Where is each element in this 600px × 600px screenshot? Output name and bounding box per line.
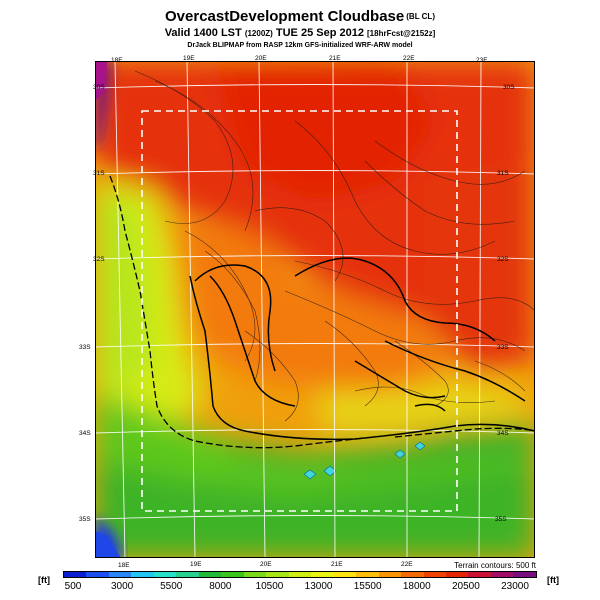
map-frame [95,61,535,558]
color-swatch [64,572,87,577]
bottom-lon-label: 21E [331,561,343,568]
top-lon-label: 23E [476,57,488,64]
right-lat-label: 30S [503,84,515,91]
top-lon-label: 22E [403,55,415,62]
left-lat-label: 30S [93,84,105,91]
unit-left: [ft] [38,575,50,585]
color-swatch [513,572,536,577]
forecast-tag: [18hrFcst@2152z] [367,29,436,38]
left-lat-label: 34S [79,430,91,437]
color-scale-bar [63,571,537,578]
bottom-lon-label: 20E [260,561,272,568]
color-swatch [288,572,312,577]
map-canvas [94,60,536,559]
color-swatch [198,572,222,577]
color-scale-label: 8000 [209,581,232,592]
top-lon-label: 21E [329,55,341,62]
color-scale-label: 15500 [353,581,382,592]
color-swatch [311,572,334,577]
color-swatch [131,572,154,577]
color-swatch [153,572,177,577]
right-lat-label: 35S [495,516,507,523]
terrain-note: Terrain contours: 500 ft [454,561,536,570]
utc-time: (1200Z) [244,29,273,38]
terrain-contours [189,257,536,441]
color-swatch [176,572,199,577]
color-swatch [243,572,267,577]
color-swatch [356,572,379,577]
color-swatch [266,572,289,577]
graticule [94,60,536,559]
color-scale-label: 18000 [402,581,431,592]
map-panel[interactable] [94,60,536,559]
valid-date: TUE 25 Sep 2012 [275,27,364,39]
left-lat-label: 35S [79,516,91,523]
color-swatch [490,572,514,577]
top-lon-label: 20E [255,55,267,62]
top-lon-label: 18E [111,57,123,64]
chart-title: OvercastDevelopment Cloudbase (BL CL) [0,8,600,25]
title-tag: (BL CL) [406,12,435,21]
color-swatch [401,572,424,577]
color-scale-label: 5500 [160,581,183,592]
bottom-lon-label: 19E [190,561,202,568]
color-swatch [333,572,357,577]
chart-subtitle: Valid 1400 LST (1200Z) TUE 25 Sep 2012 [… [0,27,600,39]
right-lat-label: 34S [497,430,509,437]
unit-right: [ft] [547,575,559,585]
color-scale-label: 20500 [451,581,480,592]
color-swatch [108,572,132,577]
cloudbase-field [95,61,535,558]
valid-time: Valid 1400 LST [164,27,242,39]
color-scale-label: 23000 [501,581,529,592]
color-swatch [468,572,491,577]
left-lat-label: 33S [79,344,91,351]
right-lat-label: 31S [497,170,509,177]
model-credit: DrJack BLIPMAP from RASP 12km GFS-initia… [187,42,413,49]
color-swatch [445,572,469,577]
color-scale-label: 3000 [110,581,134,592]
right-lat-label: 33S [497,344,509,351]
color-swatch [378,572,402,577]
color-scale-label: 10500 [255,581,284,592]
bottom-lon-label: 18E [118,562,130,569]
bottom-lon-label: 22E [401,561,413,568]
top-lon-label: 19E [183,55,195,62]
color-scale-label: 13000 [304,581,333,592]
left-lat-label: 31S [93,170,105,177]
color-swatch [86,572,109,577]
color-scale-label: 500 [64,581,82,592]
title-text: OvercastDevelopment Cloudbase [165,8,405,25]
coastline [109,175,536,449]
right-lat-label: 32S [497,256,509,263]
inner-domain-box [141,110,458,512]
left-lat-label: 32S [93,256,105,263]
color-swatch [221,572,244,577]
color-swatch [423,572,446,577]
